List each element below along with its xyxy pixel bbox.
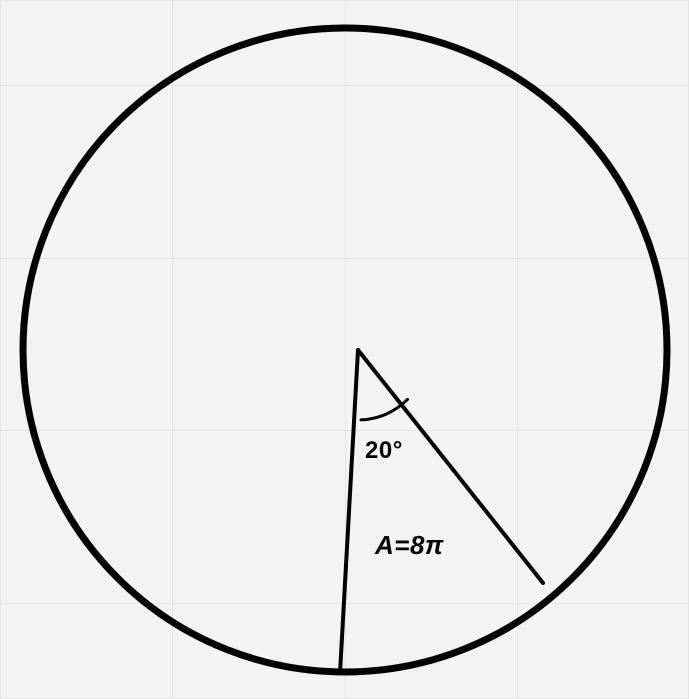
diagram-canvas: 20° A=8π bbox=[0, 0, 689, 699]
area-label: A=8π bbox=[375, 530, 444, 561]
diagram-svg bbox=[0, 0, 689, 699]
angle-label: 20° bbox=[365, 437, 403, 465]
sector-radius-1 bbox=[340, 350, 358, 673]
